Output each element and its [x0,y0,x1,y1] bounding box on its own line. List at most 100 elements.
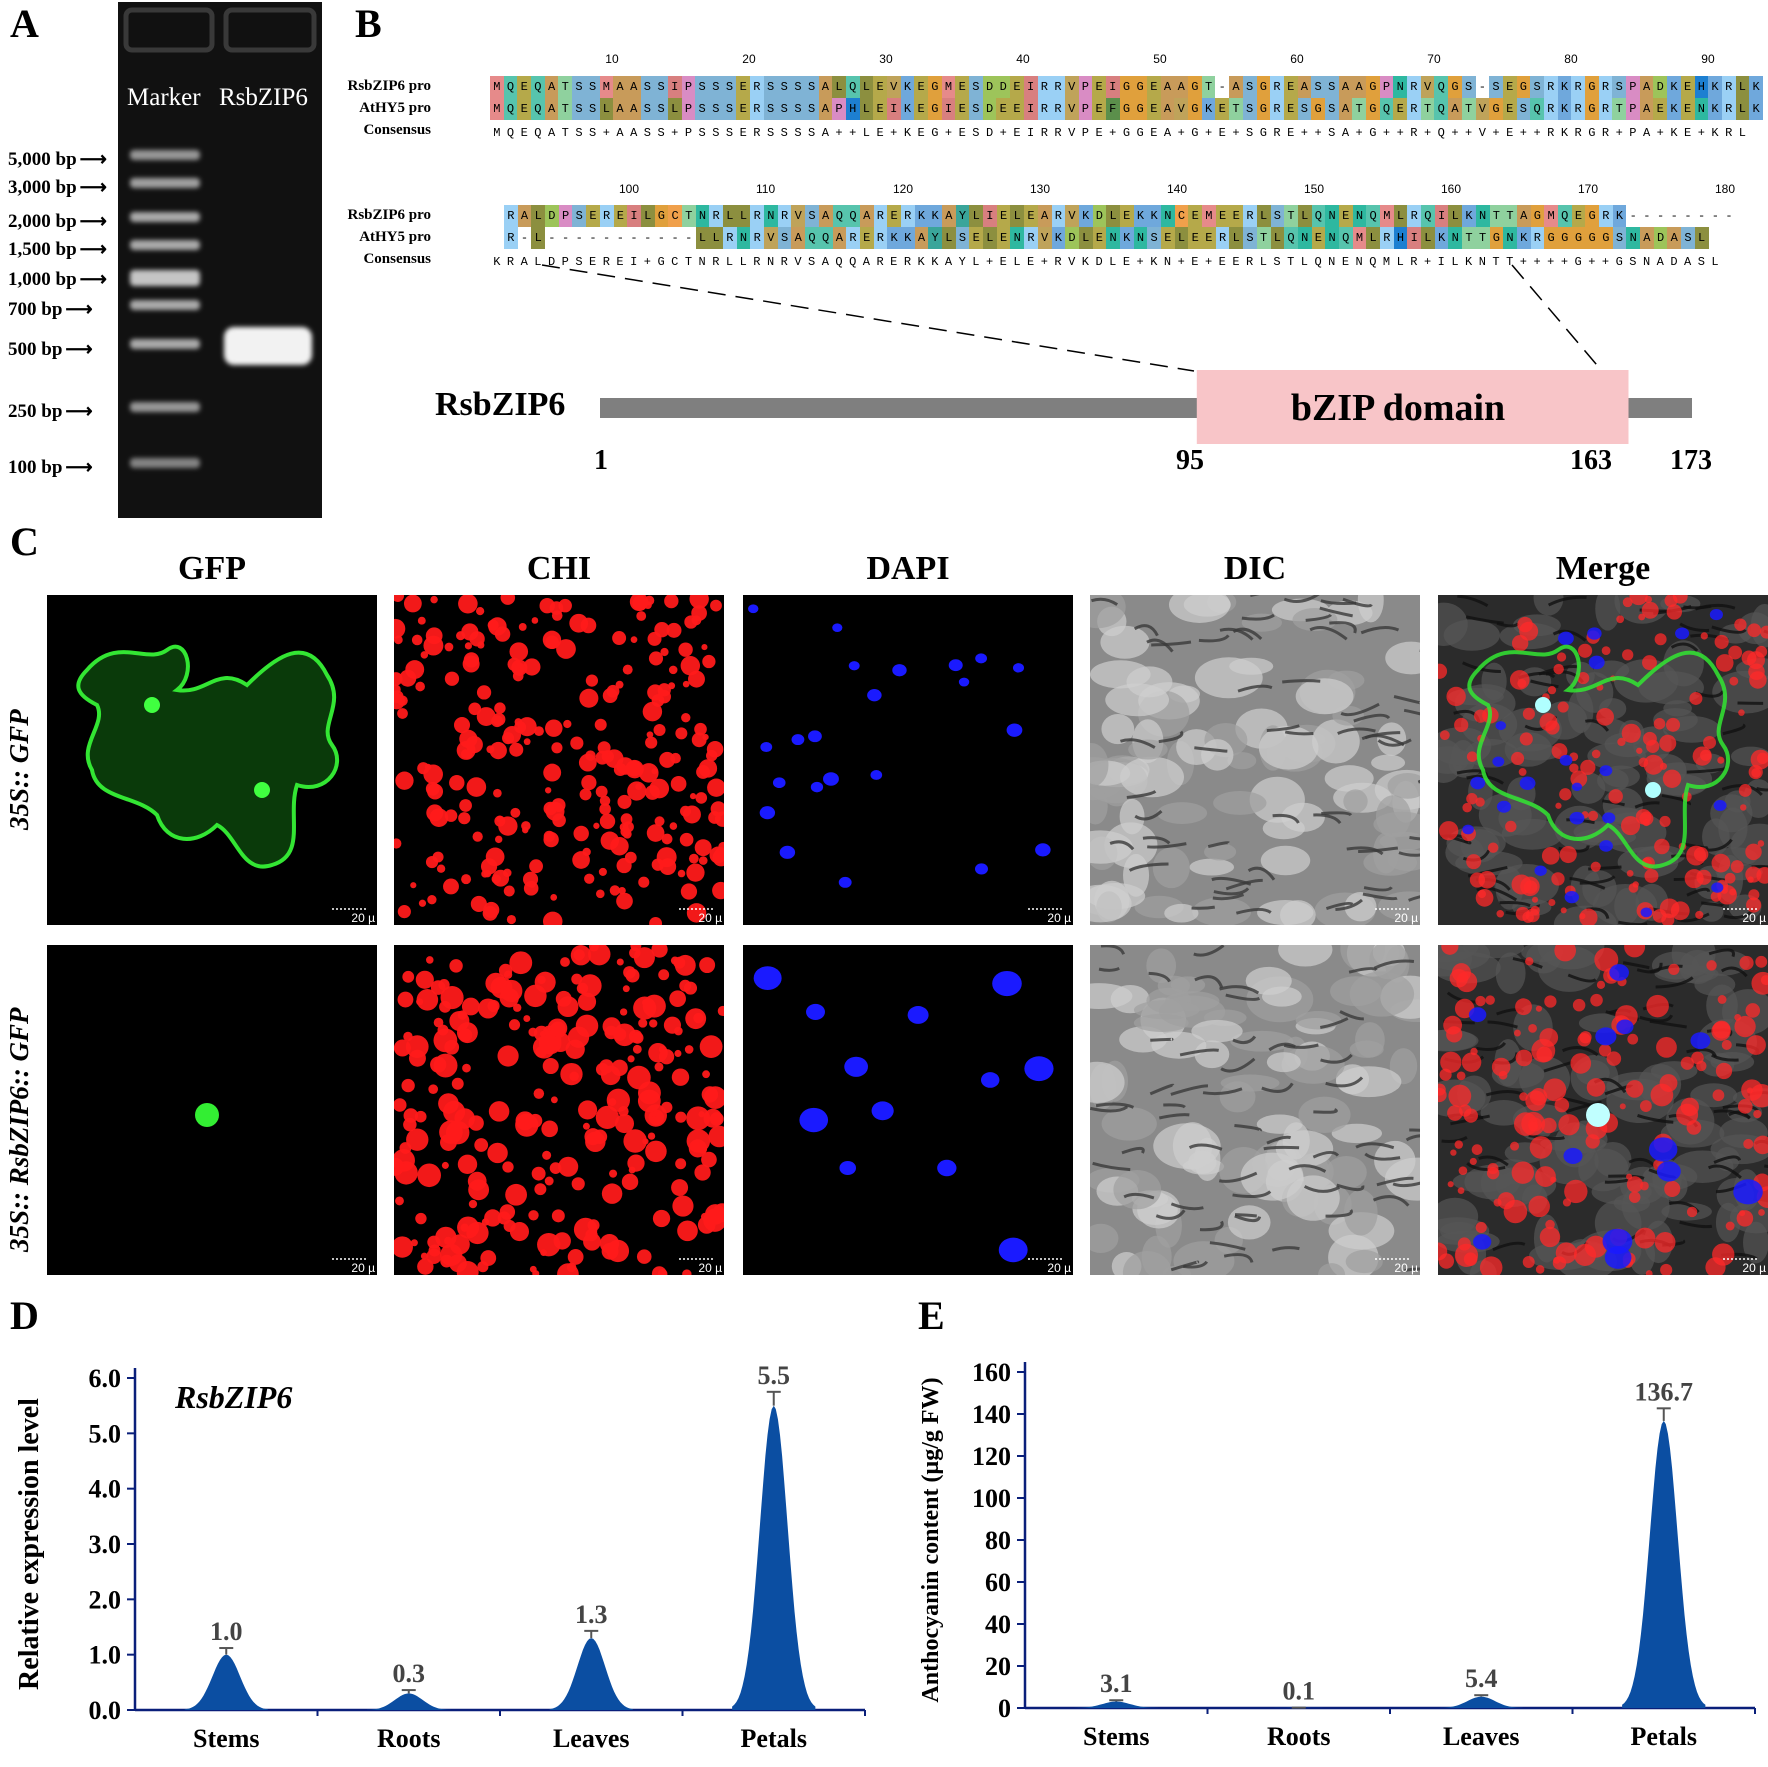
consensus-row: K R A L D P S E R E I + G C T N R L L R N R V S A Q Q A R E R K K A Y L + E L E… [493,255,1719,269]
y-tick-label: 4.0 [89,1475,122,1504]
y-tick-label: 3.0 [89,1530,122,1559]
ruler-tick-label: 60 [1290,52,1304,66]
y-tick-label: 6.0 [89,1364,122,1393]
y-tick-label: 0.0 [89,1696,122,1725]
area-peak-stems [184,1654,268,1710]
position-173: 173 [1670,445,1712,476]
arrow-icon: ⟶ [79,269,107,290]
scale-bar-label: 20 µ [1742,911,1766,925]
ruler-tick-label: 150 [1304,182,1325,196]
ruler-tick-label: 140 [1167,182,1188,196]
marker-label: 1,000 bp ⟶ [8,268,107,291]
y-tick-label: 1.0 [89,1641,122,1670]
consensus-row: M Q E Q A T S S + A A S S + P S S S E R S S S S A + + L E + K E G + E S D + E I… [493,126,1746,140]
y-tick-label: 0 [998,1694,1011,1723]
scale-bar-label: 20 µ [1394,1261,1418,1275]
y-tick-label: 100 [972,1484,1011,1513]
column-title-merge: Merge [1555,550,1651,587]
arrow-icon: ⟶ [65,339,93,360]
y-axis-label: Relative expression level [14,1398,45,1690]
column-title-chi: CHI [526,550,592,587]
marker-size: 1,000 bp [8,269,77,290]
arrow-icon: ⟶ [65,299,93,320]
ruler-tick-label: 180 [1715,182,1736,196]
y-tick-label: 40 [985,1610,1011,1639]
micrograph-chi-row2: 20 µ [394,945,724,1275]
category-label: Roots [1267,1722,1331,1751]
column-title-dapi: DAPI [866,550,950,587]
scale-bar-label: 20 µ [351,1261,375,1275]
ruler-tick-label: 20 [742,52,756,66]
area-peak-stems [1074,1701,1158,1708]
marker-label: 100 bp ⟶ [8,456,93,479]
chart-title: RsbZIP6 [174,1379,292,1415]
ruler-tick-label: 50 [1153,52,1167,66]
ruler-tick-label: 40 [1016,52,1030,66]
value-label: 1.0 [210,1617,243,1646]
micrograph-gfp-row2: 20 µ [47,945,377,1275]
scale-bar-label: 20 µ [1047,1261,1071,1275]
panel-label-e: E [918,1293,945,1338]
y-tick-label: 20 [985,1652,1011,1681]
value-label: 0.1 [1283,1677,1316,1706]
y-tick-label: 120 [972,1442,1011,1471]
category-label: Leaves [1443,1722,1520,1751]
category-label: Leaves [553,1724,630,1753]
alignment-row-name: AtHY5 pro [359,229,431,245]
panel-label-c: C [10,519,39,564]
row-label-gfp: 35S:: GFP [4,709,34,830]
scale-bar-label: 20 µ [1742,1261,1766,1275]
micrograph-dic-row1: 20 µ [1090,595,1420,925]
marker-label: 500 bp ⟶ [8,338,93,361]
value-label: 5.4 [1465,1664,1498,1693]
marker-label: 2,000 bp ⟶ [8,210,107,233]
scale-bar-label: 20 µ [1394,911,1418,925]
y-tick-label: 160 [972,1358,1011,1387]
area-peak-leaves [1439,1696,1523,1708]
marker-size: 3,000 bp [8,177,77,198]
marker-size: 500 bp [8,339,63,360]
marker-size: 700 bp [8,299,63,320]
alignment-row-name: AtHY5 pro [359,100,431,116]
scale-bar-label: 20 µ [698,911,722,925]
scale-bar-label: 20 µ [1047,911,1071,925]
y-tick-label: 140 [972,1400,1011,1429]
alignment-row-name: RsbZIP6 pro [347,78,432,94]
marker-label: 5,000 bp ⟶ [8,148,107,171]
gel-image [118,2,322,518]
ruler-tick-label: 30 [879,52,893,66]
arrow-icon: ⟶ [65,457,93,478]
marker-label: 250 bp ⟶ [8,400,93,423]
micrograph-merge-row1: 20 µ [1438,595,1768,925]
y-tick-label: 60 [985,1568,1011,1597]
ruler-tick-label: 160 [1441,182,1462,196]
panel-label-d: D [10,1293,39,1338]
alignment-row-name: Consensus [363,122,431,138]
ruler-tick-label: 70 [1427,52,1441,66]
ruler-tick-label: 120 [893,182,914,196]
category-label: Petals [741,1724,807,1753]
marker-size: 2,000 bp [8,211,77,232]
column-title-dic: DIC [1223,550,1287,587]
marker-size: 1,500 bp [8,239,77,260]
dash-line-right [1511,264,1603,372]
domain-label: bZIP domain [1291,387,1505,429]
ruler-tick-label: 100 [619,182,640,196]
marker-label: 3,000 bp ⟶ [8,176,107,199]
ruler-tick-label: 90 [1701,52,1715,66]
ruler-tick-label: 80 [1564,52,1578,66]
column-title-gfp: GFP [178,550,246,587]
marker-size: 5,000 bp [8,149,77,170]
panel-label-b: B [355,1,382,46]
marker-size: 100 bp [8,457,63,478]
ruler-tick-label: 170 [1578,182,1599,196]
alignment-row-name: RsbZIP6 pro [347,207,432,223]
area-peak-leaves [549,1638,633,1710]
micrograph-merge-row2: 20 µ [1438,945,1768,1275]
gel-lane-sample: RsbZIP6 [219,84,308,111]
y-tick-label: 2.0 [89,1585,122,1614]
arrow-icon: ⟶ [79,211,107,232]
area-peak-petals [1622,1420,1706,1708]
